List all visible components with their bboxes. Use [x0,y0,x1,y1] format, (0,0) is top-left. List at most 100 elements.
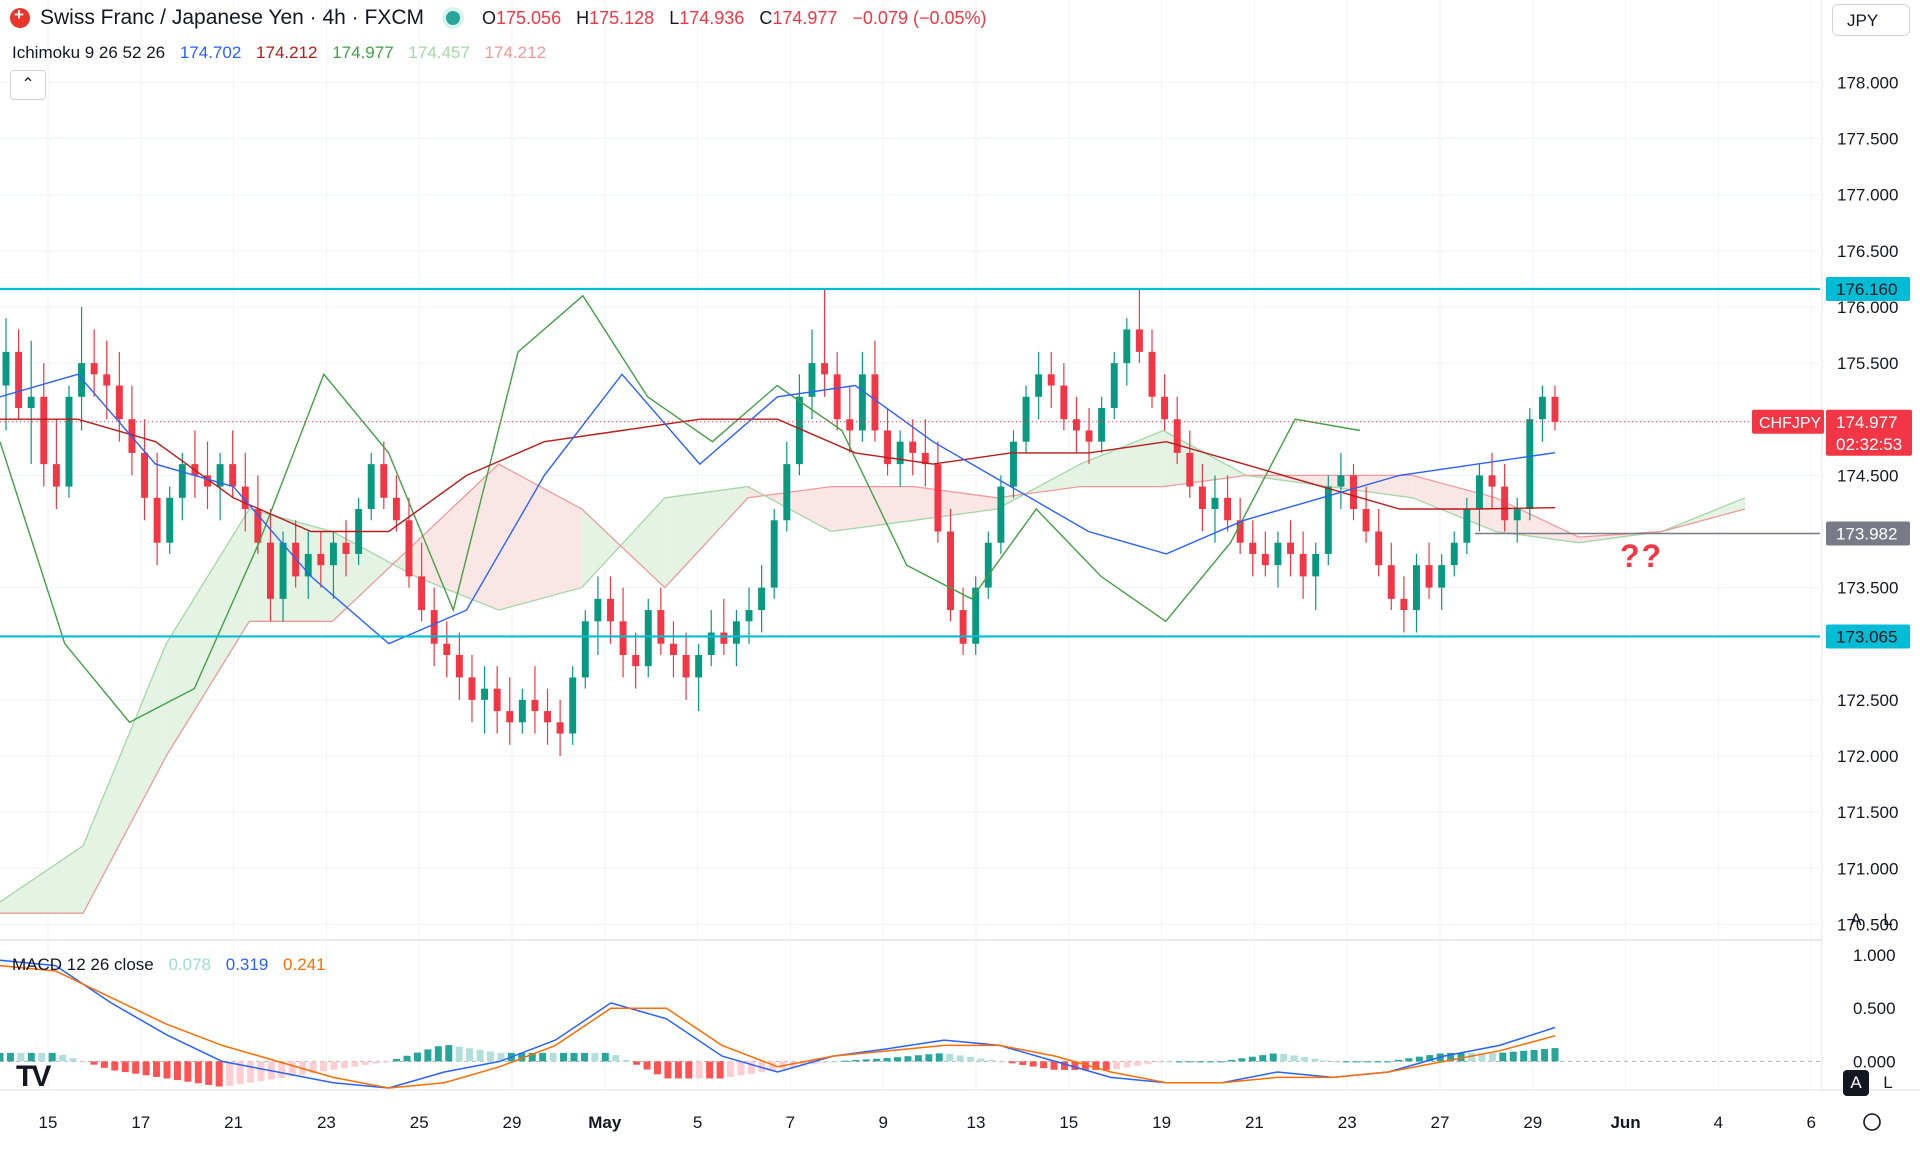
price-tick-label: 176.000 [1837,298,1898,317]
macd-histogram-bar [967,1056,975,1062]
candle-body [984,542,992,588]
ticker-badge: CHFJPY [1759,415,1822,432]
senkou-span-b-line [0,463,1746,914]
macd-histogram-bar [1468,1052,1476,1062]
macd-histogram-bar [403,1055,411,1062]
macd-histogram-bar [1551,1048,1559,1062]
candle-body [556,722,564,734]
marker-price-badge: 173.982 [1836,525,1897,544]
macd-histogram-bar [278,1061,286,1078]
candle-body [833,374,841,420]
macd-histogram-bar [580,1052,588,1062]
ichimoku-legend[interactable]: Ichimoku 9 26 52 26 174.702 174.212 174.… [12,43,556,63]
macd-histogram-bar [998,1061,1006,1063]
macd-histogram-bar [1488,1052,1496,1062]
macd-histogram-bar [1259,1055,1267,1062]
macd-histogram-bar [800,1061,808,1066]
candle-body [1161,396,1169,420]
candle-body [1047,374,1055,386]
candle-body [1035,374,1043,397]
candle-body [732,621,740,644]
macd-histogram-bar [1060,1061,1068,1070]
candle-body [493,688,501,712]
symbol-title[interactable]: Swiss Franc / Japanese Yen · 4h · FXCM [40,6,424,29]
macd-histogram-bar [163,1061,171,1079]
candle-body [947,531,954,611]
time-tick-label: 21 [1245,1113,1264,1132]
candle-body [531,699,539,712]
candle-body [783,464,791,521]
macd-histogram-bar [674,1061,682,1079]
macd-histogram-bar [873,1058,881,1062]
macd-histogram-bar [1290,1055,1298,1062]
candle-body [1488,475,1496,487]
macd-histogram-bar [351,1061,359,1067]
macd-histogram-bar [1227,1059,1235,1062]
auto-scale-button[interactable]: A [1850,910,1862,929]
macd-histogram-bar [768,1061,776,1071]
macd-histogram-bar [1123,1061,1131,1068]
symbol-header[interactable]: Swiss Franc / Japanese Yen · 4h · FXCM O… [10,5,997,30]
macd-histogram-bar [1165,1061,1173,1063]
candle-body [871,374,879,431]
macd-histogram-bar [1154,1061,1162,1063]
macd-histogram-bar [747,1061,755,1074]
macd-histogram-bar [1415,1056,1423,1062]
time-tick-label: Jun [1610,1113,1640,1132]
candle-body [808,363,816,397]
candle-body [90,363,98,375]
currency-button[interactable]: JPY [1832,4,1910,36]
macd-histogram-bar [664,1061,672,1079]
macd-histogram-bar [1050,1061,1058,1070]
macd-histogram-bar [372,1061,380,1064]
macd-histogram-bar [883,1058,891,1062]
macd-histogram-bar [1144,1061,1152,1065]
macd-histogram-bar [330,1061,338,1070]
candle-body [178,464,186,498]
question-annotation: ?? [1620,538,1664,574]
candle-body [770,520,778,588]
candle-body [2,351,10,386]
time-tick-label: 15 [39,1113,58,1132]
macd-histogram-bar [601,1052,609,1062]
macd-histogram-bar [820,1061,828,1063]
macd-histogram-bar [90,1061,98,1065]
price-tick-label: 174.500 [1837,466,1898,485]
candle-body [745,610,753,622]
candle-body [506,711,514,723]
macd-log-scale-button[interactable]: L [1883,1073,1893,1092]
price-tick-label: 171.500 [1837,803,1898,822]
macd-histogram-bar [528,1052,536,1062]
macd-histogram-bar [841,1060,849,1062]
macd-histogram-bar [1175,1061,1183,1063]
collapse-legend-button[interactable]: ⌃ [10,70,46,100]
candle-body [418,576,426,611]
settings-gear-icon[interactable] [1863,1113,1881,1131]
candle-body [1299,553,1307,577]
candle-body [632,654,640,667]
macd-legend[interactable]: MACD 12 26 close 0.078 0.319 0.241 [12,955,336,975]
macd-histogram-bar [173,1061,181,1081]
macd-histogram-bar [549,1052,557,1062]
candle-body [52,464,60,487]
price-tick-label: 172.000 [1837,747,1898,766]
resistance-price-badge-bg [1826,277,1910,302]
log-scale-button[interactable]: L [1883,910,1893,929]
candle-body [1224,497,1232,521]
macd-histogram-bar [132,1061,140,1074]
candle-body [481,688,489,700]
candle-body [1375,531,1383,566]
macd-histogram-bar [382,1061,390,1063]
candle-body [669,643,677,655]
tradingview-logo-icon: TV [16,1060,51,1093]
time-tick-label: 23 [1338,1113,1357,1132]
price-tick-label: 176.500 [1837,242,1898,261]
time-tick-label: 4 [1714,1113,1723,1132]
candle-body [707,632,715,655]
macd-histogram-bar [1102,1061,1110,1070]
ichimoku-cloud-segment [1412,475,1496,532]
macd-histogram-bar [79,1061,87,1063]
macd-histogram-bar [445,1045,453,1062]
macd-auto-scale-button[interactable]: A [1843,1070,1869,1096]
